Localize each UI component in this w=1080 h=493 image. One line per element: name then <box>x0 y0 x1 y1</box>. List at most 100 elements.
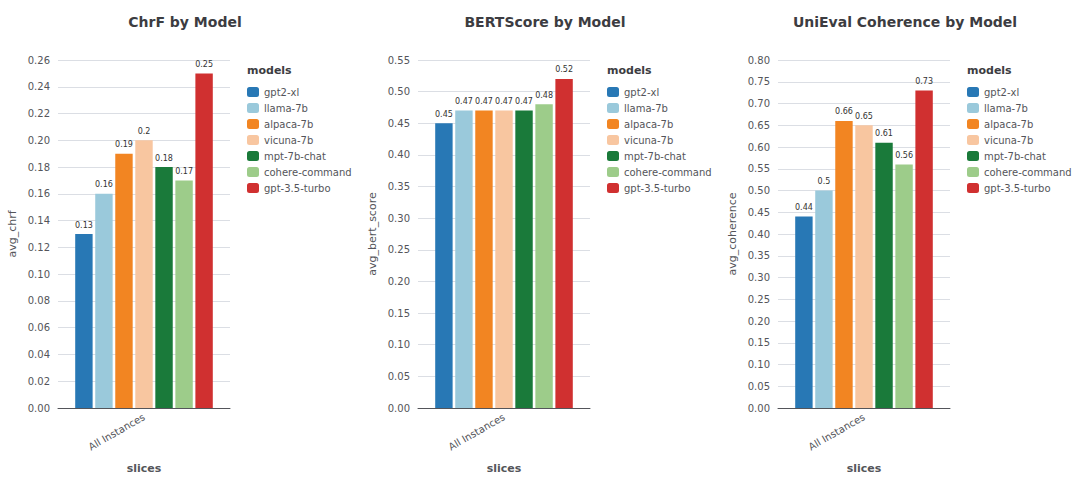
svg-text:0.02: 0.02 <box>28 376 50 387</box>
svg-text:0.12: 0.12 <box>28 242 50 253</box>
svg-text:slices: slices <box>847 462 882 475</box>
svg-text:All Instances: All Instances <box>806 411 866 452</box>
svg-text:0.55: 0.55 <box>388 55 410 66</box>
svg-text:avg_coherence: avg_coherence <box>726 192 739 275</box>
svg-text:0.00: 0.00 <box>28 403 50 414</box>
svg-text:0.66: 0.66 <box>835 107 853 116</box>
svg-text:gpt2-xl: gpt2-xl <box>984 87 1019 98</box>
svg-text:0.65: 0.65 <box>748 120 770 131</box>
svg-text:0.47: 0.47 <box>515 97 533 106</box>
svg-text:0.25: 0.25 <box>388 244 410 255</box>
svg-text:mpt-7b-chat: mpt-7b-chat <box>984 151 1046 162</box>
svg-text:0.13: 0.13 <box>75 221 93 230</box>
svg-text:alpaca-7b: alpaca-7b <box>984 119 1033 130</box>
svg-text:0.45: 0.45 <box>435 110 453 119</box>
svg-text:0.30: 0.30 <box>388 213 410 224</box>
svg-text:0.19: 0.19 <box>115 140 133 149</box>
svg-text:vicuna-7b: vicuna-7b <box>264 135 313 146</box>
svg-text:llama-7b: llama-7b <box>624 103 668 114</box>
svg-text:cohere-command: cohere-command <box>984 167 1072 178</box>
svg-text:cohere-command: cohere-command <box>264 167 352 178</box>
svg-text:0.55: 0.55 <box>748 163 770 174</box>
svg-text:0.25: 0.25 <box>195 60 213 69</box>
svg-text:0.70: 0.70 <box>748 98 770 109</box>
svg-text:mpt-7b-chat: mpt-7b-chat <box>624 151 686 162</box>
svg-text:0.17: 0.17 <box>175 167 193 176</box>
svg-text:0.10: 0.10 <box>748 359 770 370</box>
svg-text:BERTScore by Model: BERTScore by Model <box>464 14 625 30</box>
svg-text:0.15: 0.15 <box>748 337 770 348</box>
svg-text:0.65: 0.65 <box>855 112 873 121</box>
svg-text:0.16: 0.16 <box>28 188 50 199</box>
svg-text:0.50: 0.50 <box>748 185 770 196</box>
svg-text:0.15: 0.15 <box>388 308 410 319</box>
svg-text:0.45: 0.45 <box>748 207 770 218</box>
svg-text:0.35: 0.35 <box>388 181 410 192</box>
svg-text:0.47: 0.47 <box>455 97 473 106</box>
svg-text:llama-7b: llama-7b <box>264 103 308 114</box>
svg-text:All Instances: All Instances <box>446 411 506 452</box>
svg-text:0.60: 0.60 <box>748 142 770 153</box>
svg-text:gpt-3.5-turbo: gpt-3.5-turbo <box>264 183 331 194</box>
svg-text:vicuna-7b: vicuna-7b <box>624 135 673 146</box>
svg-text:0.56: 0.56 <box>895 151 913 160</box>
svg-text:slices: slices <box>127 462 162 475</box>
svg-text:0.06: 0.06 <box>28 322 50 333</box>
svg-text:0.30: 0.30 <box>748 272 770 283</box>
svg-text:0.20: 0.20 <box>388 276 410 287</box>
svg-text:cohere-command: cohere-command <box>624 167 712 178</box>
svg-text:0.40: 0.40 <box>748 229 770 240</box>
svg-text:0.14: 0.14 <box>28 215 50 226</box>
svg-text:0.44: 0.44 <box>795 203 813 212</box>
svg-text:0.05: 0.05 <box>748 381 770 392</box>
svg-text:UniEval Coherence by Model: UniEval Coherence by Model <box>793 14 1017 30</box>
svg-text:llama-7b: llama-7b <box>984 103 1028 114</box>
svg-text:alpaca-7b: alpaca-7b <box>264 119 313 130</box>
svg-text:0.45: 0.45 <box>388 118 410 129</box>
svg-text:models: models <box>247 64 292 77</box>
svg-text:0.5: 0.5 <box>818 177 831 186</box>
svg-text:0.61: 0.61 <box>875 129 893 138</box>
svg-text:0.75: 0.75 <box>748 76 770 87</box>
svg-text:0.20: 0.20 <box>748 316 770 327</box>
svg-text:0.40: 0.40 <box>388 149 410 160</box>
svg-text:0.50: 0.50 <box>388 86 410 97</box>
svg-text:All Instances: All Instances <box>86 411 146 452</box>
svg-text:0.52: 0.52 <box>555 65 573 74</box>
svg-text:0.24: 0.24 <box>28 81 50 92</box>
svg-text:0.25: 0.25 <box>748 294 770 305</box>
svg-text:0.16: 0.16 <box>95 180 113 189</box>
svg-text:alpaca-7b: alpaca-7b <box>624 119 673 130</box>
svg-text:0.04: 0.04 <box>28 349 50 360</box>
svg-text:gpt-3.5-turbo: gpt-3.5-turbo <box>984 183 1051 194</box>
svg-text:0.18: 0.18 <box>28 162 50 173</box>
svg-text:0.20: 0.20 <box>28 135 50 146</box>
svg-text:0.80: 0.80 <box>748 55 770 66</box>
svg-text:models: models <box>607 64 652 77</box>
svg-text:0.22: 0.22 <box>28 108 50 119</box>
svg-text:gpt-3.5-turbo: gpt-3.5-turbo <box>624 183 691 194</box>
svg-text:avg_chrf: avg_chrf <box>6 209 19 257</box>
svg-text:0.47: 0.47 <box>495 97 513 106</box>
svg-text:mpt-7b-chat: mpt-7b-chat <box>264 151 326 162</box>
svg-text:0.2: 0.2 <box>138 127 151 136</box>
svg-text:0.10: 0.10 <box>28 269 50 280</box>
svg-text:gpt2-xl: gpt2-xl <box>624 87 659 98</box>
svg-text:avg_bert_score: avg_bert_score <box>366 192 379 276</box>
svg-text:0.00: 0.00 <box>748 403 770 414</box>
svg-text:ChrF by Model: ChrF by Model <box>128 14 241 30</box>
svg-text:0.00: 0.00 <box>388 403 410 414</box>
svg-text:0.08: 0.08 <box>28 295 50 306</box>
svg-text:0.48: 0.48 <box>535 91 553 100</box>
svg-text:models: models <box>967 64 1012 77</box>
svg-text:vicuna-7b: vicuna-7b <box>984 135 1033 146</box>
svg-text:gpt2-xl: gpt2-xl <box>264 87 299 98</box>
svg-text:0.18: 0.18 <box>155 154 173 163</box>
svg-text:slices: slices <box>487 462 522 475</box>
svg-text:0.05: 0.05 <box>388 371 410 382</box>
svg-text:0.35: 0.35 <box>748 250 770 261</box>
svg-text:0.10: 0.10 <box>388 339 410 350</box>
svg-text:0.47: 0.47 <box>475 97 493 106</box>
svg-text:0.26: 0.26 <box>28 55 50 66</box>
svg-text:0.73: 0.73 <box>915 77 933 86</box>
